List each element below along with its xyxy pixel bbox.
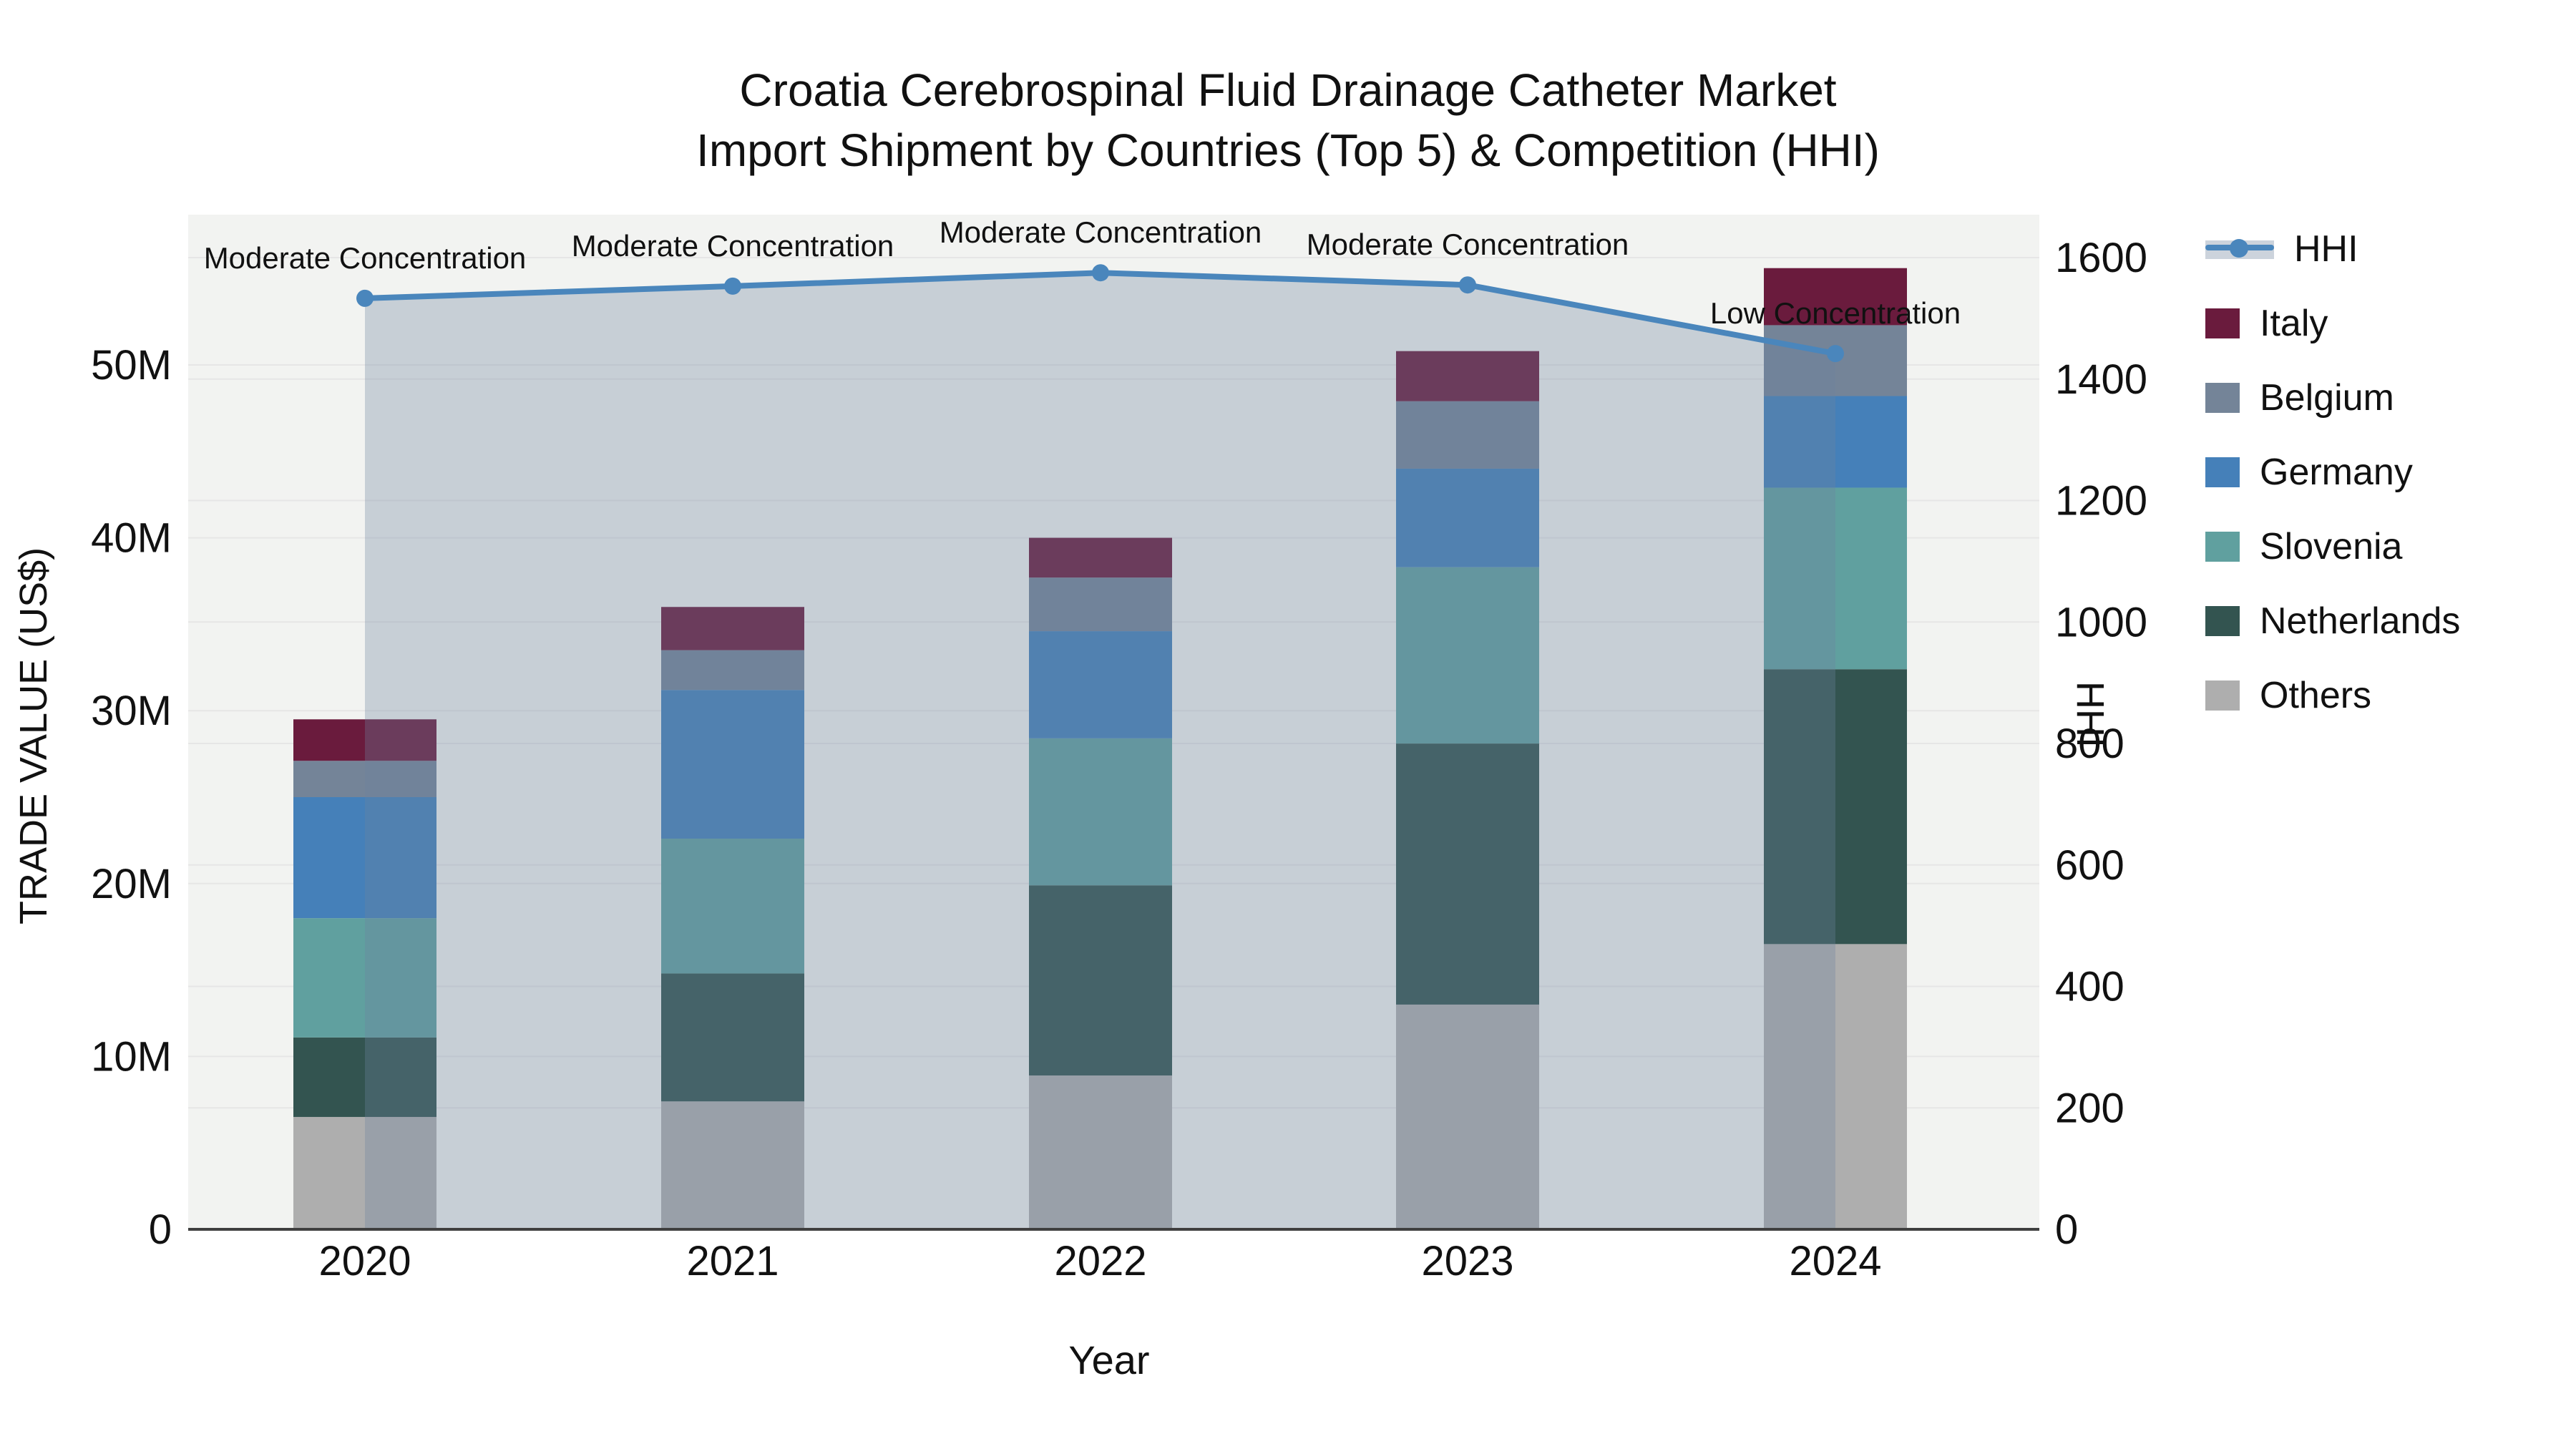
bar-segment-others-2024 — [1764, 944, 1907, 1229]
legend-swatch-netherlands — [2205, 606, 2240, 636]
bar-segment-netherlands-2021 — [661, 973, 804, 1102]
bar-segment-italy-2020 — [293, 719, 436, 761]
annotation-2020: Moderate Concentration — [204, 241, 527, 275]
hhi-area-fill — [365, 273, 1835, 1229]
legend-swatch-others — [2205, 680, 2240, 711]
bar-segment-slovenia-2020 — [293, 918, 436, 1038]
bar-segment-others-2023 — [1396, 1004, 1539, 1229]
bar-segment-others-2020 — [293, 1116, 436, 1229]
y-right-tick-1000: 1000 — [2055, 599, 2147, 645]
bar-segment-belgium-2022 — [1029, 577, 1172, 632]
legend-item-slovenia[interactable]: Slovenia — [2205, 525, 2460, 568]
y-right-tick-0: 0 — [2055, 1206, 2078, 1253]
bar-segment-netherlands-2023 — [1396, 743, 1539, 1005]
bar-segment-slovenia-2023 — [1396, 567, 1539, 744]
y-right-tick-1200: 1200 — [2055, 478, 2147, 525]
legend-label-others: Others — [2260, 675, 2372, 716]
annotation-2023: Moderate Concentration — [1307, 228, 1629, 261]
annotation-2024: Low Concentration — [1710, 296, 1961, 330]
hhi-marker-2023 — [1459, 276, 1476, 294]
y-right-tick-800: 800 — [2055, 721, 2124, 767]
bar-segment-italy-2023 — [1396, 351, 1539, 401]
bar-segment-germany-2024 — [1764, 396, 1907, 488]
y-left-tick-0: 0 — [149, 1206, 172, 1253]
hhi-marker-2020 — [356, 289, 374, 307]
x-tick-2020: 2020 — [318, 1238, 411, 1284]
legend: HHI Italy Belgium Germany Slovenia Netherland… — [2205, 228, 2460, 717]
bar-segment-belgium-2023 — [1396, 401, 1539, 469]
bar-segment-netherlands-2022 — [1029, 885, 1172, 1075]
bar-segment-italy-2022 — [1029, 537, 1172, 578]
legend-item-netherlands[interactable]: Netherlands — [2205, 600, 2460, 643]
legend-item-belgium[interactable]: Belgium — [2205, 376, 2460, 419]
legend-item-hhi[interactable]: HHI — [2205, 228, 2460, 270]
y-left-tick-40M: 40M — [91, 515, 172, 562]
bar-segment-belgium-2021 — [661, 650, 804, 691]
legend-item-italy[interactable]: Italy — [2205, 302, 2460, 345]
chart-title: Croatia Cerebrospinal Fluid Drainage Cat… — [0, 60, 2576, 181]
y-left-tick-50M: 50M — [91, 342, 172, 389]
legend-label-netherlands: Netherlands — [2260, 600, 2461, 642]
x-tick-2021: 2021 — [686, 1238, 779, 1284]
y-axis-title-right: HHI — [2069, 681, 2112, 748]
y-right-tick-400: 400 — [2055, 964, 2124, 1010]
bar-segment-belgium-2020 — [293, 761, 436, 797]
bar-segment-germany-2021 — [661, 690, 804, 839]
legend-swatch-italy — [2205, 308, 2240, 338]
y-right-tick-1400: 1400 — [2055, 356, 2147, 403]
legend-swatch-slovenia — [2205, 532, 2240, 562]
hhi-line-sample-icon — [2205, 233, 2274, 265]
legend-line-dot — [2230, 239, 2248, 258]
legend-label-italy: Italy — [2260, 303, 2328, 344]
legend-label-germany: Germany — [2260, 452, 2413, 493]
hhi-marker-2021 — [724, 277, 741, 295]
bar-segment-italy-2021 — [661, 607, 804, 650]
legend-item-others[interactable]: Others — [2205, 674, 2460, 717]
chart-title-line1: Croatia Cerebrospinal Fluid Drainage Cat… — [739, 64, 1837, 116]
annotation-2022: Moderate Concentration — [940, 215, 1262, 249]
chart-title-line2: Import Shipment by Countries (Top 5) & C… — [696, 125, 1880, 177]
x-tick-2022: 2022 — [1054, 1238, 1146, 1284]
y-left-tick-30M: 30M — [91, 688, 172, 734]
y-left-tick-20M: 20M — [91, 861, 172, 907]
bar-segment-germany-2020 — [293, 797, 436, 919]
x-axis-title: Year — [1068, 1337, 1150, 1382]
bar-segment-germany-2023 — [1396, 468, 1539, 567]
bar-segment-slovenia-2022 — [1029, 738, 1172, 886]
bar-segment-netherlands-2020 — [293, 1037, 436, 1117]
hhi-marker-2022 — [1092, 264, 1109, 282]
y-right-tick-1600: 1600 — [2055, 235, 2147, 281]
y-right-tick-600: 600 — [2055, 842, 2124, 889]
hhi-marker-2024 — [1827, 345, 1844, 363]
bar-segment-others-2021 — [661, 1101, 804, 1229]
annotation-2021: Moderate Concentration — [572, 229, 894, 263]
bar-segment-slovenia-2024 — [1764, 487, 1907, 670]
legend-label-slovenia: Slovenia — [2260, 526, 2403, 567]
bar-segment-italy-2024 — [1764, 268, 1907, 326]
legend-swatch-germany — [2205, 457, 2240, 487]
bar-segment-slovenia-2021 — [661, 838, 804, 974]
legend-label-belgium: Belgium — [2260, 377, 2394, 419]
bar-segment-netherlands-2024 — [1764, 669, 1907, 945]
legend-swatch-belgium — [2205, 383, 2240, 413]
x-tick-2023: 2023 — [1421, 1238, 1513, 1284]
legend-item-germany[interactable]: Germany — [2205, 451, 2460, 494]
y-axis-title-left: TRADE VALUE (US$) — [12, 547, 55, 924]
y-left-tick-10M: 10M — [91, 1033, 172, 1080]
y-right-tick-200: 200 — [2055, 1085, 2124, 1131]
bar-segment-germany-2022 — [1029, 631, 1172, 738]
bar-segment-others-2022 — [1029, 1075, 1172, 1229]
legend-label-hhi: HHI — [2294, 228, 2358, 270]
x-tick-2024: 2024 — [1789, 1238, 1881, 1284]
